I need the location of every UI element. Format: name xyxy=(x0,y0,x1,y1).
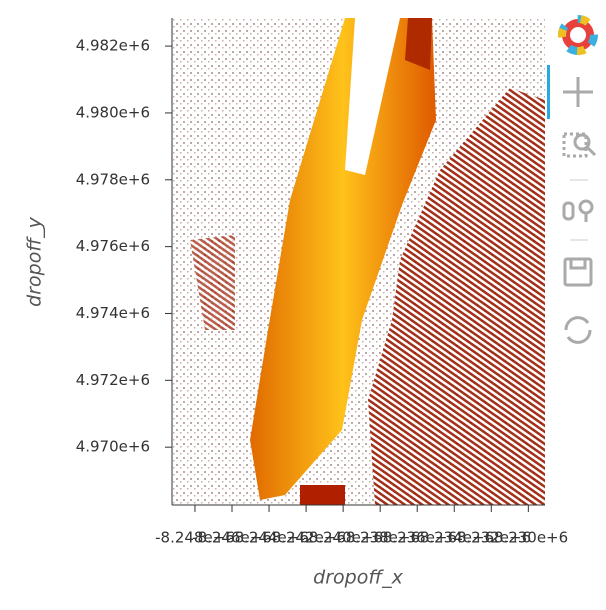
pan-tool[interactable] xyxy=(563,77,593,107)
y-tick-label: 4.976e+6 xyxy=(76,237,150,255)
wheel-zoom-tool[interactable] xyxy=(562,199,594,222)
x-tick-label: -8.234e+6 xyxy=(414,529,494,547)
box-zoom-tool[interactable] xyxy=(562,132,597,158)
x-tick-label: -8.238e+6 xyxy=(340,529,420,547)
y-tick-label: 4.978e+6 xyxy=(76,170,150,188)
x-tick-label: -8.244e+6 xyxy=(229,529,309,547)
y-axis-title: dropoff_y xyxy=(24,216,46,306)
y-tick-label: 4.970e+6 xyxy=(76,438,150,456)
active-tool-indicator xyxy=(547,65,550,119)
x-tick-label: -8.236e+6 xyxy=(377,529,457,547)
x-axis-title: dropoff_x xyxy=(313,567,403,589)
save-tool[interactable] xyxy=(563,257,593,287)
x-tick-label: -8.242e+6 xyxy=(266,529,346,547)
y-tick-label: 4.972e+6 xyxy=(76,371,150,389)
x-tick-label: -8.232e+6 xyxy=(451,529,531,547)
x-tick-label: -8.248e+6 xyxy=(155,529,235,547)
x-tick-label: -8.240e+6 xyxy=(303,529,383,547)
y-tick-label: 4.974e+6 xyxy=(76,304,150,322)
y-tick-label: 4.980e+6 xyxy=(76,103,150,121)
bokeh-logo[interactable] xyxy=(558,15,598,55)
heatmap-image xyxy=(172,18,545,505)
x-tick-label: -8.246e+6 xyxy=(192,529,272,547)
reset-tool[interactable] xyxy=(564,316,592,344)
toolbar xyxy=(547,15,598,344)
x-tick-label: -8.230e+6 xyxy=(488,529,568,547)
y-tick-label: 4.982e+6 xyxy=(76,37,150,55)
